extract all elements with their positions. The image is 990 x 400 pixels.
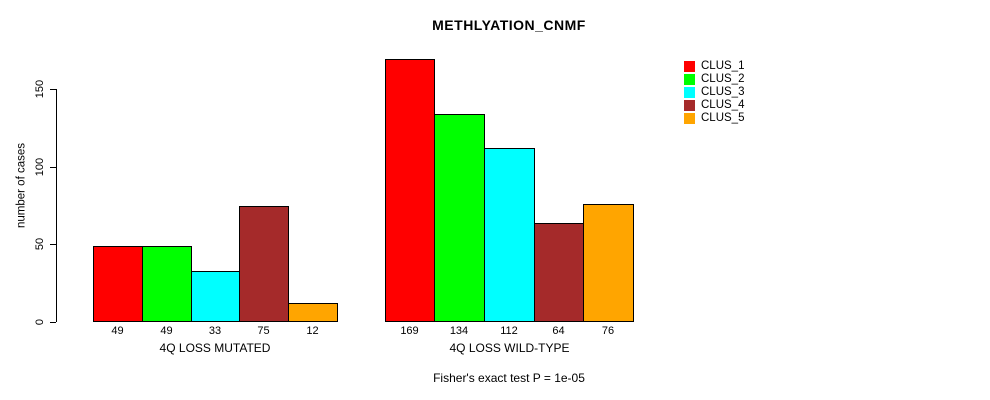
y-axis-tick-label: 0 — [34, 318, 46, 326]
bar-value-label: 76 — [601, 325, 615, 337]
y-axis-tick — [50, 244, 56, 246]
y-axis-tick-label: 50 — [34, 238, 46, 251]
legend-item-clus_1: CLUS_1 — [684, 60, 744, 73]
x-axis-group-label: 4Q LOSS WILD-TYPE — [449, 341, 570, 355]
bar-clus_1-wild-type — [385, 59, 435, 322]
legend-item-clus_5: CLUS_5 — [684, 112, 744, 125]
legend-item-label: CLUS_1 — [701, 60, 745, 72]
legend-color-swatch — [684, 113, 695, 124]
bar-clus_4-mutated — [239, 206, 289, 322]
y-axis-line — [56, 89, 57, 322]
y-axis-tick — [50, 166, 56, 168]
bar-clus_2-mutated — [142, 246, 192, 322]
legend-item-clus_2: CLUS_2 — [684, 73, 744, 86]
bar-value-label: 134 — [449, 325, 469, 337]
y-axis-tick-label: 100 — [34, 157, 46, 176]
bar-clus_5-mutated — [288, 303, 338, 322]
legend-item-label: CLUS_2 — [701, 73, 745, 85]
legend-color-swatch — [684, 87, 695, 98]
bar-value-label: 169 — [400, 325, 419, 337]
bar-value-label: 112 — [500, 325, 518, 337]
legend-item-clus_3: CLUS_3 — [684, 86, 744, 99]
fisher-test-annotation: Fisher's exact test P = 1e-05 — [433, 371, 585, 385]
legend-color-swatch — [684, 74, 695, 85]
bar-clus_4-wild-type — [534, 223, 584, 322]
bar-clus_3-wild-type — [484, 148, 535, 322]
y-axis-tick — [50, 89, 56, 90]
legend-item-label: CLUS_5 — [701, 112, 745, 124]
bar-value-label: 33 — [208, 325, 222, 337]
x-axis-group-label: 4Q LOSS MUTATED — [159, 341, 271, 355]
bar-clus_1-mutated — [93, 246, 143, 322]
bar-clus_3-mutated — [191, 271, 240, 322]
chart-title: METHLYATION_CNMF — [432, 17, 586, 33]
bar-value-label: 64 — [552, 325, 565, 337]
bar-clus_2-wild-type — [434, 114, 485, 322]
y-axis-title: number of cases — [15, 143, 28, 229]
y-axis-tick — [50, 322, 56, 323]
legend-color-swatch — [684, 61, 695, 72]
legend-item-clus_4: CLUS_4 — [684, 99, 744, 112]
legend-color-swatch — [684, 100, 695, 111]
bar-clus_5-wild-type — [583, 204, 634, 322]
bar-value-label: 75 — [257, 325, 270, 337]
legend-item-label: CLUS_4 — [701, 99, 745, 111]
legend-item-label: CLUS_3 — [701, 86, 745, 98]
bar-value-label: 49 — [111, 325, 124, 337]
bar-value-label: 49 — [160, 325, 173, 337]
y-axis-tick-label: 150 — [34, 79, 46, 99]
legend: CLUS_1 CLUS_2 CLUS_3 CLUS_4 CLUS_5 — [684, 60, 744, 125]
bar-value-label: 12 — [306, 325, 319, 337]
